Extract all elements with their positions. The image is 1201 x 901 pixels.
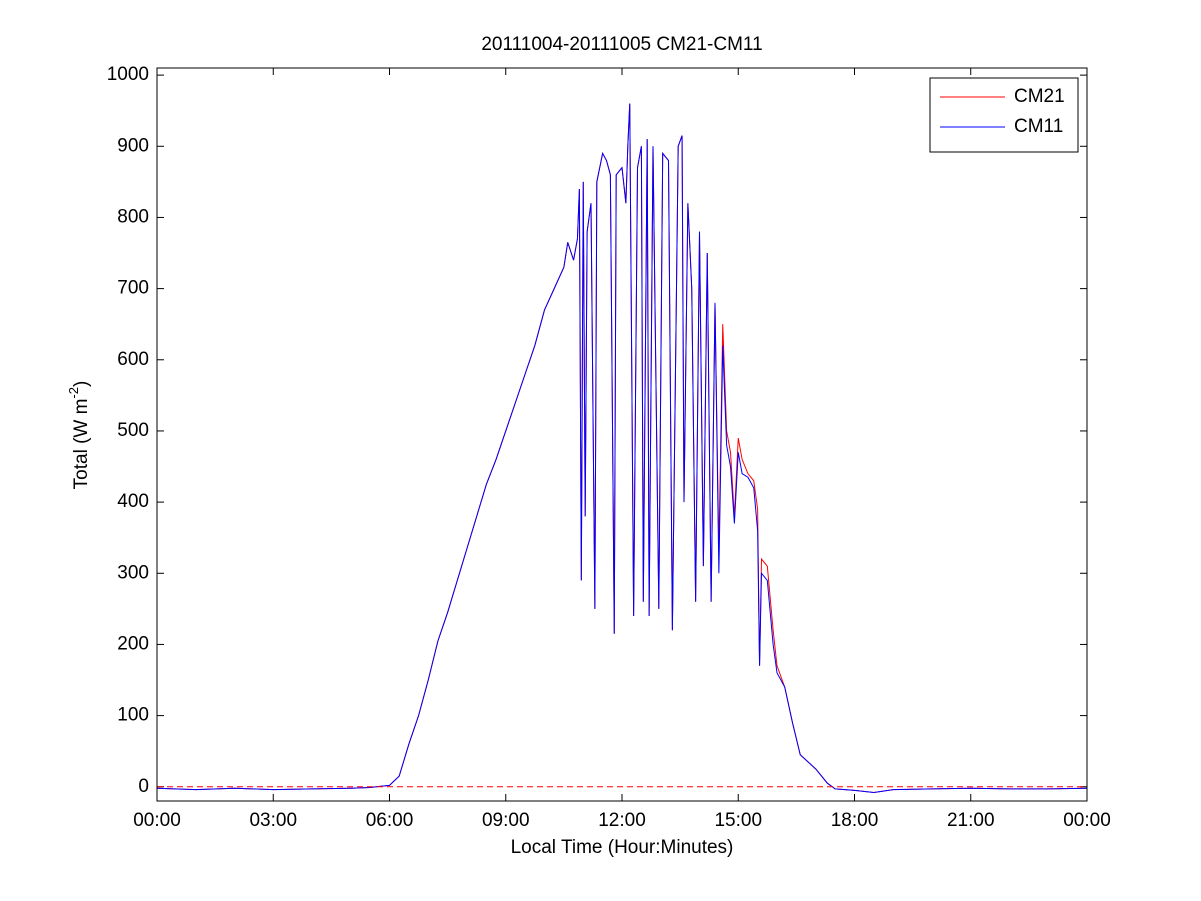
x-tick-label: 09:00 bbox=[482, 810, 530, 831]
x-tick-label: 06:00 bbox=[366, 810, 414, 831]
x-tick-label: 12:00 bbox=[598, 810, 646, 831]
plot-area bbox=[157, 68, 1087, 801]
x-tick-label: 15:00 bbox=[714, 810, 762, 831]
chart-title: 20111004-20111005 CM21-CM11 bbox=[481, 34, 762, 55]
plot-frame bbox=[156, 67, 1088, 802]
y-tick-label: 100 bbox=[117, 705, 149, 726]
y-tick-label: 500 bbox=[117, 420, 149, 441]
y-tick-label: 1000 bbox=[107, 64, 149, 85]
y-tick-label: 0 bbox=[138, 776, 149, 797]
x-tick-label: 18:00 bbox=[831, 810, 879, 831]
y-axis-label-end: ) bbox=[71, 381, 92, 387]
y-tick-label: 800 bbox=[117, 206, 149, 227]
y-tick-label: 700 bbox=[117, 278, 149, 299]
x-tick-label: 00:00 bbox=[133, 810, 181, 831]
legend-label: CM11 bbox=[1014, 116, 1063, 137]
y-tick-label: 200 bbox=[117, 633, 149, 654]
x-tick-label: 21:00 bbox=[947, 810, 995, 831]
data-line bbox=[156, 103, 1088, 793]
x-tick-label: 03:00 bbox=[249, 810, 297, 831]
x-tick-label: 00:00 bbox=[1063, 810, 1111, 831]
x-axis-label: Local Time (Hour:Minutes) bbox=[511, 837, 734, 858]
y-tick-label: 900 bbox=[117, 135, 149, 156]
legend-label: CM21 bbox=[1014, 86, 1065, 107]
legend-box bbox=[929, 77, 1079, 153]
y-axis-label-main: Total (W m bbox=[71, 399, 92, 490]
y-tick-label: 600 bbox=[117, 349, 149, 370]
y-tick-label: 400 bbox=[117, 491, 149, 512]
y-axis-label-sup: -2 bbox=[66, 387, 81, 399]
y-axis-label: Total (W m-2) bbox=[66, 381, 92, 490]
y-tick-label: 300 bbox=[117, 562, 149, 583]
